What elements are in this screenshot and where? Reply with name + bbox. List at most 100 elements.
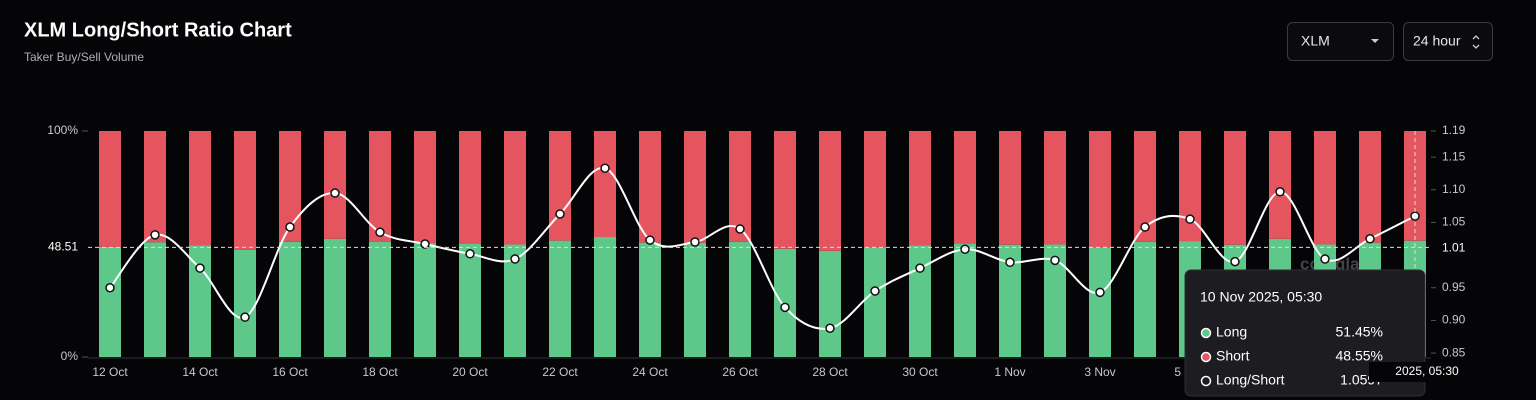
bar-short (1224, 131, 1246, 245)
ratio-point (105, 283, 115, 293)
bar-short (999, 131, 1021, 245)
select-box[interactable] (1403, 22, 1493, 61)
y2-tick-label: 1.10 (1442, 182, 1466, 196)
bar-long (729, 241, 751, 357)
select-value[interactable]: XLM (1301, 33, 1330, 49)
ratio-point (735, 224, 745, 234)
x-tick-label: 28 Oct (812, 365, 848, 379)
crosshair-label-bg (1438, 239, 1474, 258)
bar-long (819, 250, 841, 357)
ratio-point (330, 188, 340, 198)
bar-long (144, 242, 166, 357)
bar-long (324, 238, 346, 357)
bar-short (189, 131, 211, 246)
x-tick-label: 18 Oct (362, 365, 398, 379)
bar-long (234, 249, 256, 357)
ratio-point (1275, 186, 1285, 197)
y2-tick-label: 1.19 (1442, 123, 1466, 137)
bar-short (1269, 131, 1291, 239)
bar-long (279, 241, 301, 357)
crosshair-y-label: 48.51 (48, 240, 78, 254)
bar-short (504, 131, 526, 245)
bar-short (774, 131, 796, 249)
bar-long (864, 247, 886, 357)
x-tick-label: 3 Nov (1084, 365, 1115, 379)
tooltip-series-name: Long (1216, 324, 1247, 340)
select-box[interactable] (1287, 22, 1394, 61)
bar-long (684, 242, 706, 357)
crosshair-label-bg (1369, 362, 1461, 382)
ratio-point (375, 227, 385, 237)
bar-long (504, 244, 526, 357)
tooltip-series-name: Short (1216, 348, 1250, 364)
x-tick-label: 20 Oct (452, 365, 488, 379)
ratio-point (600, 163, 610, 173)
ratio-point (555, 209, 565, 219)
bar-long (1044, 244, 1066, 357)
bar-short (639, 131, 661, 243)
interval-select[interactable]: 24 hour (1403, 22, 1493, 61)
ratio-point (1320, 254, 1330, 264)
ratio-point (1185, 214, 1195, 224)
bar-short (1404, 131, 1426, 241)
bar-short (234, 131, 256, 250)
chart-subtitle: Taker Buy/Sell Volume (24, 50, 144, 64)
bar-long (999, 244, 1021, 357)
ratio-point (690, 237, 700, 247)
dropdown-arrow (1371, 39, 1379, 43)
bar-short (1314, 131, 1336, 245)
ratio-point (195, 263, 205, 273)
bar-short (1359, 131, 1381, 243)
bar-long (549, 240, 571, 357)
ratio-point (240, 312, 250, 322)
bar-short (459, 131, 481, 244)
ratio-point (150, 230, 160, 240)
y-tick-label: 0% (61, 349, 79, 363)
bar-short (279, 131, 301, 242)
ratio-point (960, 244, 970, 254)
ratio-point (1095, 287, 1105, 298)
ratio-point (1140, 222, 1150, 232)
ratio-point (465, 249, 475, 259)
bar-short (1179, 131, 1201, 242)
bar-long (369, 241, 391, 357)
ratio-point (285, 222, 295, 232)
x-tick-label: 26 Oct (722, 365, 758, 379)
tooltip-title: 10 Nov 2025, 05:30 (1200, 289, 1322, 305)
ratio-point (1230, 256, 1240, 267)
bar-short (954, 131, 976, 244)
bar-short (864, 131, 886, 248)
bar-short (549, 131, 571, 241)
bar-long (639, 242, 661, 357)
bar-short (909, 131, 931, 246)
y2-tick-label: 1.15 (1442, 149, 1466, 163)
bar-long (954, 243, 976, 357)
y2-tick-label: 0.85 (1442, 345, 1466, 359)
crosshair-y2-label: 1.01 (1442, 241, 1466, 255)
ratio-point (1365, 234, 1375, 244)
x-tick-label: 30 Oct (902, 365, 938, 379)
x-tick-label: 22 Oct (542, 365, 578, 379)
tooltip-swatch (1200, 327, 1212, 339)
bar-short (1089, 131, 1111, 248)
y-tick-label: 100% (47, 123, 78, 137)
tooltip-box (1184, 269, 1426, 397)
bar-short (1044, 131, 1066, 245)
spinner-icon (1472, 35, 1480, 49)
bar-short (729, 131, 751, 242)
crosshair-x-label: 2025, 05:30 (1395, 364, 1459, 378)
bar-short (1134, 131, 1156, 242)
bar-short (369, 131, 391, 242)
bar-long (414, 243, 436, 357)
select-value[interactable]: 24 hour (1413, 33, 1461, 49)
x-tick-label: 16 Oct (272, 365, 308, 379)
symbol-select[interactable]: XLM (1287, 22, 1394, 61)
bar-long (909, 245, 931, 357)
bar-short (144, 131, 166, 243)
tooltip: 10 Nov 2025, 05:30 Long 51.45% Short 48.55% L… (1184, 269, 1426, 397)
bar-long (99, 246, 121, 357)
bar-short (594, 131, 616, 237)
bar-short (99, 131, 121, 247)
